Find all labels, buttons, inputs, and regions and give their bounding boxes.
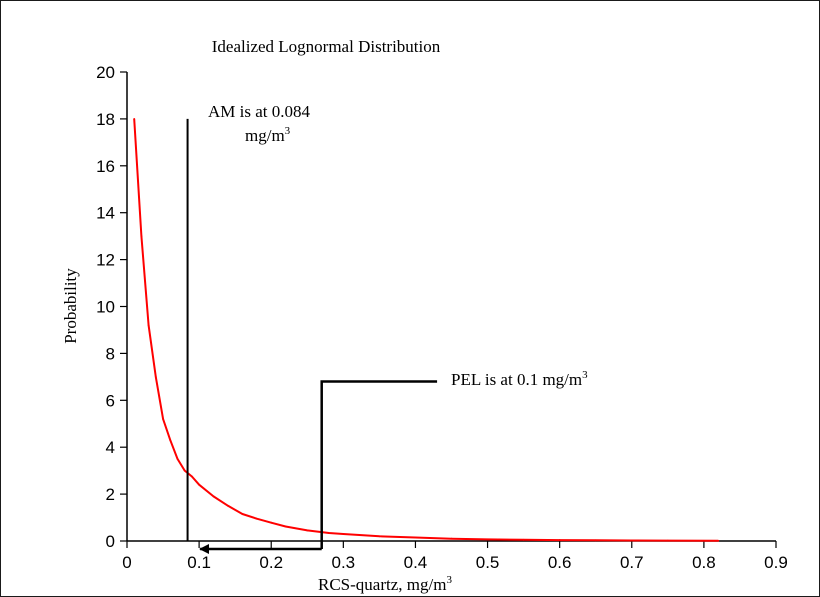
y-tick-label: 18 (96, 110, 115, 129)
series-layer (133, 118, 720, 542)
am-label-line1: AM is at 0.084 (208, 102, 311, 121)
am-label-line2: mg/m3 (245, 125, 291, 145)
y-tick-label: 8 (106, 344, 115, 363)
data-point (154, 375, 157, 378)
data-point (284, 525, 287, 528)
data-point (169, 439, 172, 442)
x-tick-label: 0.5 (476, 553, 500, 572)
data-point (630, 539, 633, 542)
y-tick-label: 10 (96, 298, 115, 317)
data-point (133, 118, 136, 120)
data-point (191, 475, 193, 478)
y-tick-label: 6 (106, 391, 115, 410)
data-point (342, 533, 345, 535)
x-tick-label: 0.1 (187, 553, 211, 572)
data-point (594, 539, 597, 542)
am-label-unit: mg/m (245, 126, 285, 145)
pel-label-text: PEL is at 0.1 mg/m (451, 370, 582, 389)
y-tick-label: 0 (106, 532, 115, 551)
annotations-layer: AM is at 0.084 mg/m3 PEL is at 0.1 mg/m3 (186, 102, 588, 554)
y-tick-label: 4 (106, 438, 115, 457)
data-point (212, 495, 215, 498)
data-point (717, 539, 720, 542)
data-point (183, 469, 186, 472)
x-ticks: 0 0.1 0.2 0.3 0.4 0.5 0.6 0.7 0.8 0.9 (122, 541, 788, 572)
data-point (140, 235, 143, 238)
y-tick-label: 12 (96, 251, 115, 270)
x-tick-label: 0.7 (620, 553, 644, 572)
data-point (486, 538, 489, 541)
data-point (558, 539, 561, 541)
y-tick-label: 20 (96, 63, 115, 82)
data-point (270, 521, 273, 524)
x-tick-label: 0.2 (259, 553, 283, 572)
axes (126, 72, 776, 542)
x-axis-label: RCS-quartz, mg/m3 (318, 574, 452, 594)
am-label-sup: 3 (285, 125, 291, 137)
y-tick-label: 2 (106, 485, 115, 504)
x-tick-label: 0.4 (404, 553, 428, 572)
x-tick-label: 0.3 (332, 553, 356, 572)
x-tick-label: 0.9 (764, 553, 788, 572)
data-point (176, 458, 179, 460)
x-tick-label: 0.6 (548, 553, 572, 572)
data-point (450, 537, 453, 540)
data-point (255, 517, 258, 520)
data-point (227, 504, 229, 507)
y-axis-label: Probability (61, 268, 80, 344)
data-point (414, 536, 417, 539)
y-tick-label: 14 (96, 204, 115, 223)
chart-title: Idealized Lognormal Distribution (212, 37, 441, 56)
data-point (241, 513, 244, 515)
data-point (666, 539, 669, 542)
y-ticks: 0 2 4 6 8 10 12 14 16 18 20 (96, 63, 127, 551)
series-line (133, 118, 719, 542)
pel-pointer-line (320, 380, 438, 549)
x-tick-label: 0.8 (692, 553, 716, 572)
data-point (328, 532, 330, 534)
pel-label: PEL is at 0.1 mg/m3 (451, 369, 588, 389)
x-axis-label-sup: 3 (446, 574, 452, 586)
data-point (147, 324, 150, 327)
pel-label-sup: 3 (582, 369, 588, 381)
x-tick-label: 0 (122, 553, 131, 572)
data-point (162, 418, 164, 420)
x-axis-label-text: RCS-quartz, mg/m (318, 575, 446, 594)
data-point (306, 529, 309, 532)
data-point (522, 538, 525, 541)
data-point (378, 535, 381, 538)
data-point (198, 483, 201, 486)
y-tick-label: 16 (96, 157, 115, 176)
